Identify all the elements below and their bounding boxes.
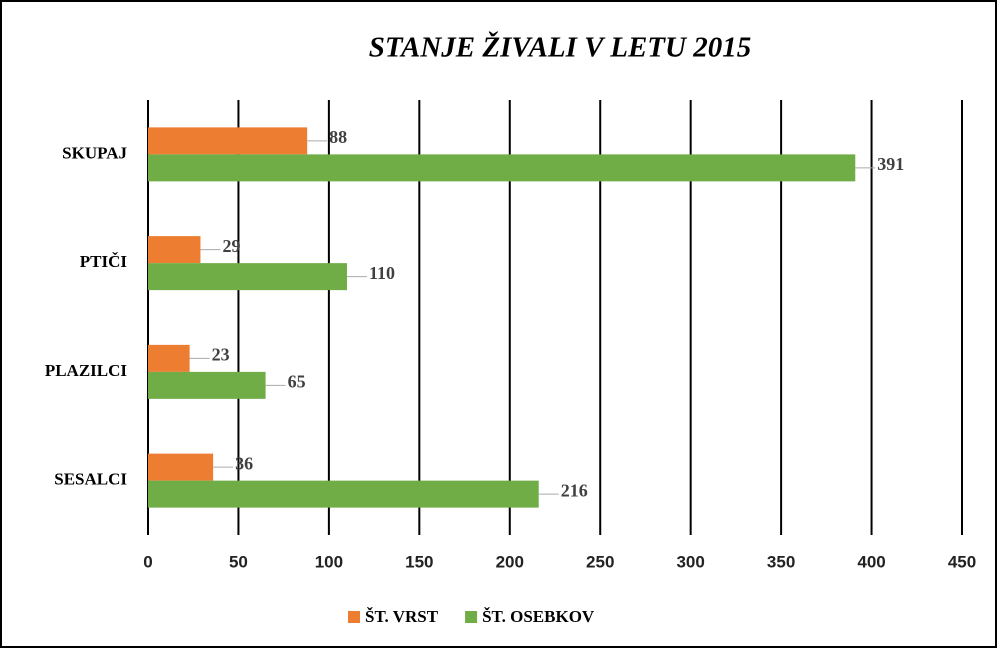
chart-title: STANJE ŽIVALI V LETU 2015 xyxy=(369,31,751,64)
data-label: 391 xyxy=(877,154,904,174)
y-tick-label: SESALCI xyxy=(54,470,127,489)
x-tick-label: 0 xyxy=(143,552,152,571)
legend-swatch xyxy=(348,611,360,623)
bar xyxy=(148,236,200,263)
x-tick-label: 350 xyxy=(767,552,795,571)
x-tick-label: 300 xyxy=(676,552,704,571)
x-tick-label: 400 xyxy=(857,552,885,571)
x-tick-label: 450 xyxy=(948,552,976,571)
y-tick-label: PLAZILCI xyxy=(45,361,128,380)
data-label: 65 xyxy=(288,372,306,392)
legend-swatch xyxy=(465,611,477,623)
data-label: 23 xyxy=(212,345,230,365)
bar xyxy=(148,454,213,481)
bar xyxy=(148,154,855,181)
bar xyxy=(148,127,307,154)
data-label: 88 xyxy=(329,127,347,147)
x-tick-label: 200 xyxy=(496,552,524,571)
chart-frame xyxy=(1,1,996,647)
x-tick-label: 250 xyxy=(586,552,614,571)
data-label: 216 xyxy=(561,480,588,500)
bar xyxy=(148,263,347,290)
y-tick-label: PTIČI xyxy=(80,252,128,271)
page: STANJE ŽIVALI V LETU 2015 0 50 100 150 200 25… xyxy=(0,0,997,648)
data-label: 36 xyxy=(235,453,253,473)
bar xyxy=(148,345,190,372)
y-tick-label: SKUPAJ xyxy=(62,143,127,162)
bar xyxy=(148,481,539,508)
legend-label: ŠT. VRST xyxy=(365,607,439,626)
chart: STANJE ŽIVALI V LETU 2015 0 50 100 150 200 25… xyxy=(0,0,997,648)
x-tick-label: 50 xyxy=(229,552,248,571)
bar xyxy=(148,372,266,399)
x-tick-label: 150 xyxy=(405,552,433,571)
legend-label: ŠT. OSEBKOV xyxy=(482,607,595,626)
data-label: 110 xyxy=(369,263,395,283)
data-label: 29 xyxy=(222,236,240,256)
x-tick-label: 100 xyxy=(315,552,343,571)
